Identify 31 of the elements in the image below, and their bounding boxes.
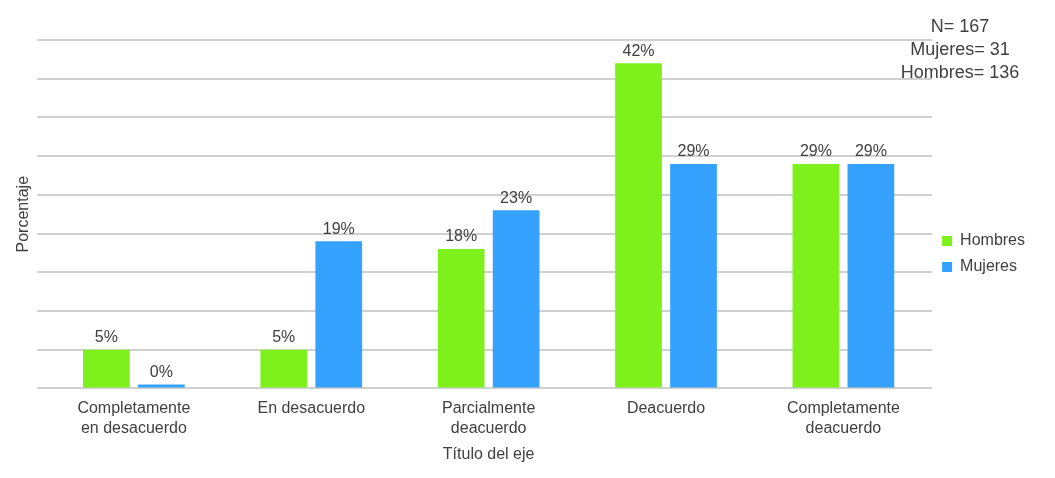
data-label: 19% (322, 219, 355, 237)
x-tick-label: Deacuerdo (626, 399, 706, 417)
data-label: 42% (622, 41, 655, 59)
bar (260, 349, 308, 388)
bar (437, 249, 485, 388)
x-tick-label: En desacuerdo (257, 399, 366, 417)
bar (615, 63, 662, 388)
x-axis-title: Título del eje (442, 444, 535, 462)
legend-label: Hombres (960, 231, 1025, 249)
data-label: 23% (500, 188, 533, 206)
text: N= 167 (930, 15, 990, 36)
bar (315, 241, 363, 388)
y-axis-title: Porcentaje (14, 175, 32, 253)
data-label: 18% (445, 227, 478, 245)
data-label: 29% (799, 142, 832, 160)
data-label: 5% (272, 328, 296, 346)
data-label: 5% (94, 328, 118, 346)
annotation: Hombres= 136 (900, 61, 1020, 82)
legend-label: Mujeres (960, 257, 1017, 275)
bar (83, 349, 130, 388)
bar (847, 163, 895, 388)
data-label: 0% (149, 362, 173, 380)
x-tick-label: Parcialmente deacuerdo (441, 399, 536, 436)
bar (670, 163, 717, 388)
bar (792, 163, 840, 388)
data-label: 29% (854, 142, 887, 160)
data-label: 29% (677, 142, 710, 160)
annotation: Mujeres= 31 (910, 38, 1010, 59)
bar (492, 210, 540, 388)
x-tick-label: Completamente en desacuerdo (77, 399, 191, 436)
x-tick-label: Completamente deacuerdo (786, 399, 900, 436)
